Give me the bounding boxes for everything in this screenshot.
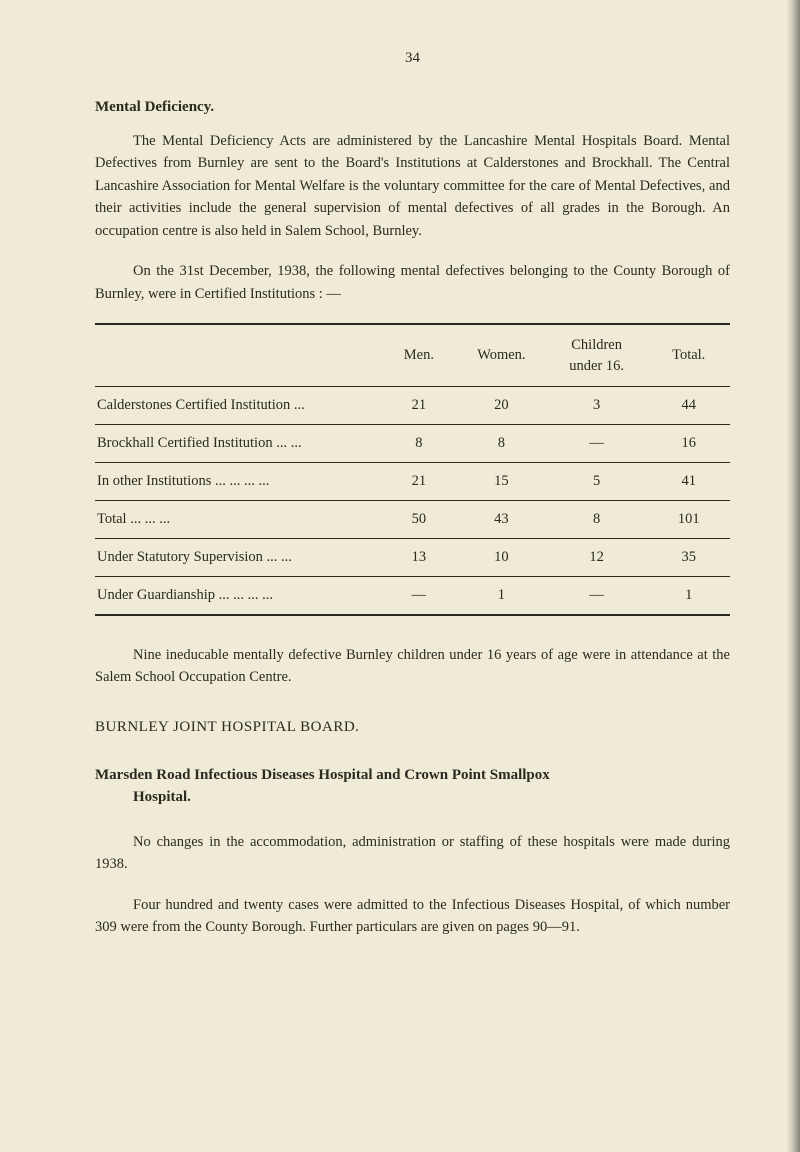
cell-men: 8 <box>381 424 457 462</box>
cell-total: 35 <box>647 538 730 576</box>
paragraph-intro: The Mental Deficiency Acts are administe… <box>95 130 730 242</box>
cell-children: 5 <box>546 462 648 500</box>
table-row: Under Statutory Supervision ... ... 13 1… <box>95 538 730 576</box>
cell-total: 16 <box>647 424 730 462</box>
header-women: Women. <box>457 325 546 386</box>
cell-men: — <box>381 576 457 614</box>
table-row: Under Guardianship ... ... ... ... — 1 —… <box>95 576 730 614</box>
paragraph-no-changes: No changes in the accommodation, adminis… <box>95 831 730 876</box>
cell-women: 15 <box>457 462 546 500</box>
cell-women: 10 <box>457 538 546 576</box>
cell-total: 41 <box>647 462 730 500</box>
table-row: Brockhall Certified Institution ... ... … <box>95 424 730 462</box>
cell-men: 13 <box>381 538 457 576</box>
cell-women: 8 <box>457 424 546 462</box>
section-heading-mental-deficiency: Mental Deficiency. <box>95 99 730 116</box>
cell-children: 3 <box>546 386 648 424</box>
paragraph-four-hundred: Four hundred and twenty cases were admit… <box>95 894 730 939</box>
cell-children: — <box>546 576 648 614</box>
table-header-row: Men. Women. Children under 16. Total. <box>95 325 730 386</box>
cell-men: 50 <box>381 500 457 538</box>
board-heading: BURNLEY JOINT HOSPITAL BOARD. <box>95 719 730 736</box>
cell-total: 44 <box>647 386 730 424</box>
paragraph-nine-ineducable: Nine ineducable mentally defective Burnl… <box>95 644 730 689</box>
page-number: 34 <box>95 50 730 67</box>
cell-women: 1 <box>457 576 546 614</box>
cell-women: 43 <box>457 500 546 538</box>
cell-total: 1 <box>647 576 730 614</box>
sub-heading-line2: Hospital. <box>95 786 730 809</box>
table-total-row: Total ... ... ... 50 43 8 101 <box>95 500 730 538</box>
cell-total: 101 <box>647 500 730 538</box>
header-total: Total. <box>647 325 730 386</box>
table-row: In other Institutions ... ... ... ... 21… <box>95 462 730 500</box>
cell-women: 20 <box>457 386 546 424</box>
cell-children: — <box>546 424 648 462</box>
defectives-table: Men. Women. Children under 16. Total. Ca… <box>95 323 730 616</box>
row-label: In other Institutions ... ... ... ... <box>95 462 381 500</box>
cell-men: 21 <box>381 462 457 500</box>
row-label: Brockhall Certified Institution ... ... <box>95 424 381 462</box>
total-label: Total ... ... ... <box>95 500 381 538</box>
page-edge-shadow <box>786 0 800 1152</box>
sub-heading-line1: Marsden Road Infectious Diseases Hospita… <box>95 767 550 783</box>
sub-heading-marsden: Marsden Road Infectious Diseases Hospita… <box>95 764 730 809</box>
header-men: Men. <box>381 325 457 386</box>
cell-children: 12 <box>546 538 648 576</box>
row-label: Calderstones Certified Institution ... <box>95 386 381 424</box>
paragraph-table-intro: On the 31st December, 1938, the followin… <box>95 260 730 305</box>
row-label: Under Statutory Supervision ... ... <box>95 538 381 576</box>
cell-men: 21 <box>381 386 457 424</box>
table-row: Calderstones Certified Institution ... 2… <box>95 386 730 424</box>
row-label: Under Guardianship ... ... ... ... <box>95 576 381 614</box>
header-children: Children under 16. <box>546 325 648 386</box>
cell-children: 8 <box>546 500 648 538</box>
